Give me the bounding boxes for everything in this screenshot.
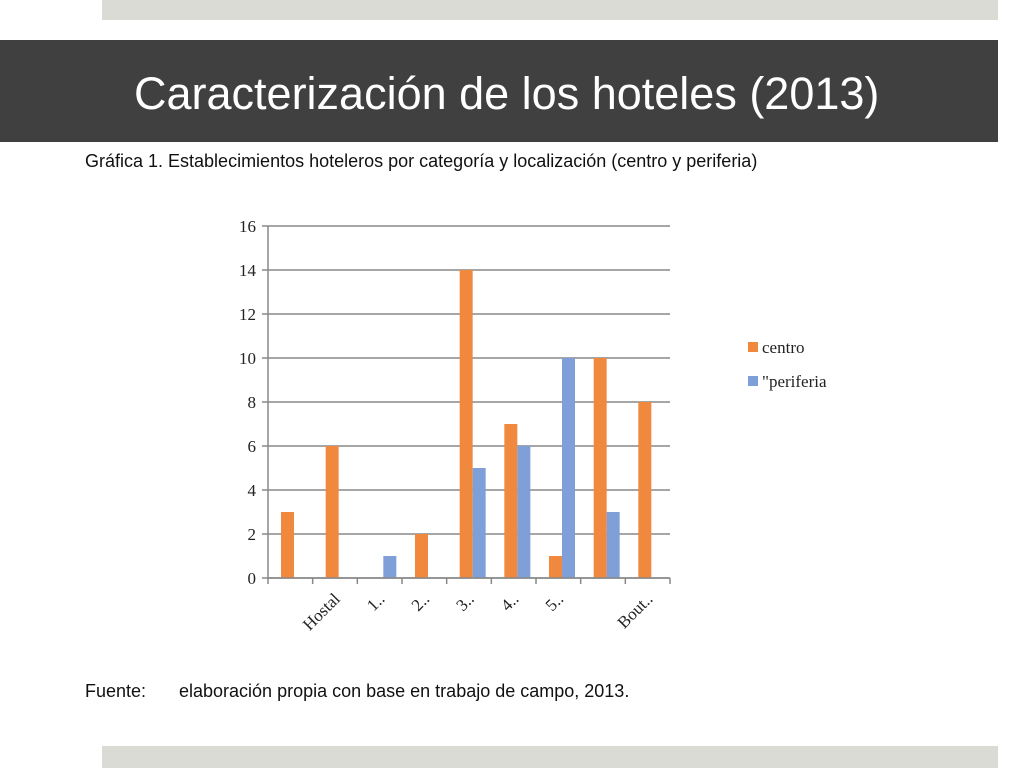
x-tick-label: Bout.. [614, 589, 657, 632]
y-tick-label: 0 [248, 569, 257, 588]
y-tick-label: 2 [248, 525, 257, 544]
x-tick-label: 4.. [497, 589, 522, 614]
legend-label: "periferia [762, 372, 827, 391]
header-band [0, 40, 998, 142]
caption: Gráfica 1. Establecimientos hoteleros po… [85, 151, 757, 171]
y-tick-label: 8 [248, 393, 257, 412]
y-tick-label: 16 [239, 217, 256, 236]
legend-swatch [748, 342, 758, 352]
bar [472, 468, 486, 578]
bar [383, 556, 397, 578]
bar [325, 446, 339, 578]
bar [281, 512, 294, 578]
chart: 0 2 4 6 8 10 12 14 16 Hostal 1.. 2.. 3.. 4.. 5.. Bout..… [239, 217, 827, 634]
bar [638, 402, 652, 578]
source-text: elaboración propia con base en trabajo d… [179, 681, 629, 701]
bar [415, 534, 428, 578]
y-tick-label: 12 [239, 305, 256, 324]
x-tick-label: 1.. [363, 589, 388, 614]
bar [549, 556, 562, 578]
bar [562, 358, 575, 578]
legend-label: centro [762, 338, 804, 357]
slide-title: Caracterización de los hoteles (2013) [134, 68, 879, 119]
x-tick-label: Hostal [299, 589, 344, 634]
y-tick-label: 4 [248, 481, 257, 500]
top-strip [102, 0, 998, 20]
bar [593, 358, 607, 578]
x-tick-label: 5.. [542, 589, 567, 614]
bottom-strip [102, 746, 998, 768]
bar [606, 512, 620, 578]
x-tick-label: 2.. [408, 589, 433, 614]
legend-swatch [748, 376, 758, 386]
bar [459, 270, 473, 578]
bar [517, 446, 531, 578]
source-label: Fuente: [85, 681, 146, 701]
y-tick-label: 6 [248, 437, 257, 456]
bar [504, 424, 518, 578]
x-tick-label: 3.. [452, 589, 477, 614]
y-tick-label: 14 [239, 261, 257, 280]
y-tick-label: 10 [239, 349, 256, 368]
